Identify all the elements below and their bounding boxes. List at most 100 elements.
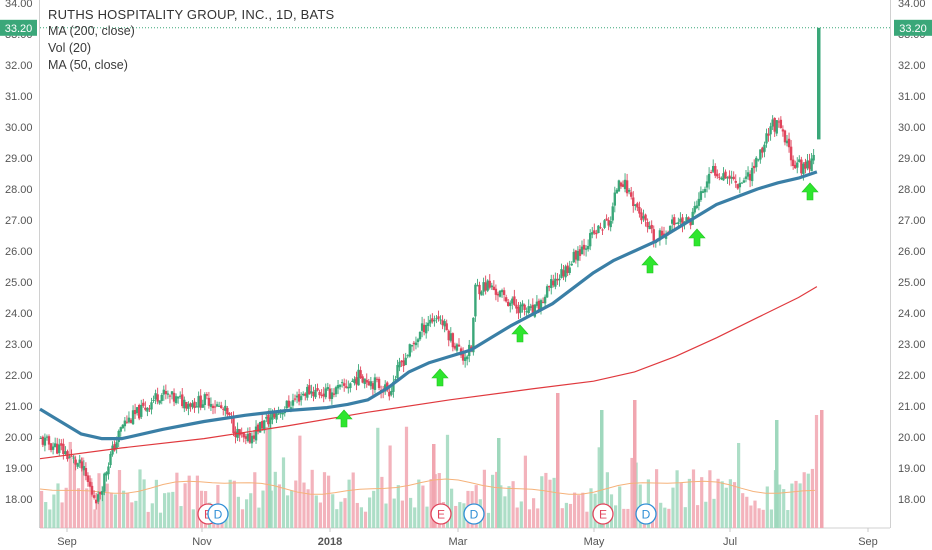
candle-body (295, 395, 299, 398)
candle-body (507, 301, 510, 307)
candle-body (88, 481, 92, 487)
candle-body (334, 387, 338, 395)
volume-bar (515, 507, 519, 528)
volume-bar (56, 483, 60, 528)
x-tick-label: Jul (723, 536, 737, 548)
volume-bar (335, 509, 339, 528)
candle-body (740, 182, 744, 184)
y-tick-left: 34.00 (5, 0, 33, 10)
y-tick-right: 19.00 (898, 463, 926, 475)
y-tick-left: 20.00 (5, 432, 33, 444)
volume-bar (532, 498, 536, 528)
candle-body (267, 414, 270, 425)
candle-body (373, 377, 377, 390)
candle-body (523, 304, 526, 310)
candle-body (197, 396, 200, 408)
volume-bar (544, 472, 548, 528)
candle-body (211, 405, 215, 409)
candle-body (365, 379, 368, 383)
candle-body (113, 444, 116, 451)
candle-body (595, 232, 598, 235)
candle-body (556, 279, 559, 281)
volume-bar (347, 479, 351, 528)
candle-body (271, 412, 274, 420)
candle-body (62, 443, 65, 455)
candle-body (252, 435, 256, 439)
volume-bar (527, 509, 532, 528)
candle-body (687, 217, 690, 220)
volume-bar (331, 494, 335, 528)
candle-body (174, 396, 178, 404)
volume-bar (429, 479, 433, 528)
candle-body (755, 157, 758, 168)
volume-bar (396, 485, 400, 528)
volume-bar (618, 486, 622, 528)
y-tick-right: 21.00 (898, 401, 926, 413)
candle-body (502, 290, 506, 295)
x-tick-label: Mar (449, 536, 468, 548)
dividend-marker-label: D (642, 508, 651, 522)
candle-body (652, 229, 655, 241)
candle-body (123, 420, 127, 427)
candle-body (355, 377, 358, 385)
volume-bar (261, 490, 265, 528)
candle-body (439, 319, 442, 321)
candle-body (328, 388, 332, 399)
candle-body (414, 342, 418, 346)
candle-body (369, 381, 373, 387)
volume-bar (425, 506, 429, 528)
candle-body (543, 296, 547, 304)
candle-body (748, 174, 752, 181)
candle-body (707, 173, 711, 184)
volume-bar (163, 493, 167, 528)
candle-body (107, 466, 110, 475)
y-tick-right: 27.00 (898, 215, 926, 227)
candle-body (84, 468, 88, 477)
candle-body (566, 265, 569, 273)
candle-body (320, 394, 323, 396)
volume-spike-bar (497, 438, 501, 528)
volume-bar (183, 483, 187, 528)
candle-body (724, 171, 727, 179)
earnings-marker-label: E (437, 508, 445, 522)
volume-bar (48, 509, 52, 528)
y-tick-right: 34.00 (898, 0, 926, 10)
volume-bar (130, 502, 134, 528)
volume-bar (737, 442, 741, 528)
volume-bar (765, 486, 769, 528)
y-tick-left: 32.00 (5, 60, 33, 72)
volume-bar (507, 486, 511, 528)
candle-body (794, 164, 797, 169)
candle-body (312, 392, 315, 397)
volume-bar (388, 445, 392, 528)
candle-body (509, 302, 512, 306)
candle-body (521, 303, 524, 307)
y-tick-right: 23.00 (898, 339, 926, 351)
candle-body (166, 393, 170, 395)
y-tick-left: 18.00 (5, 494, 33, 506)
volume-bar (277, 484, 281, 528)
candle-body (318, 391, 321, 396)
volume-bar (122, 490, 126, 528)
candle-body (277, 413, 280, 415)
volume-bar (60, 502, 64, 528)
candle-body (726, 177, 729, 179)
candle-body (232, 417, 235, 433)
volume-bar (437, 473, 441, 528)
last-price-label-right: 33.20 (899, 23, 927, 35)
volume-bar (741, 493, 745, 528)
candle-body (297, 394, 301, 402)
candle-body (787, 138, 791, 148)
volume-bar (724, 487, 728, 528)
y-tick-left: 30.00 (5, 122, 33, 134)
candle-body (199, 395, 202, 408)
volume-bar (167, 492, 171, 528)
candle-body (353, 379, 356, 384)
volume-spike-bar (556, 393, 560, 528)
candle-body (187, 404, 190, 409)
candle-body (658, 230, 662, 241)
volume-bar (536, 508, 540, 528)
volume-bar (265, 426, 269, 528)
candle-body (463, 357, 467, 361)
